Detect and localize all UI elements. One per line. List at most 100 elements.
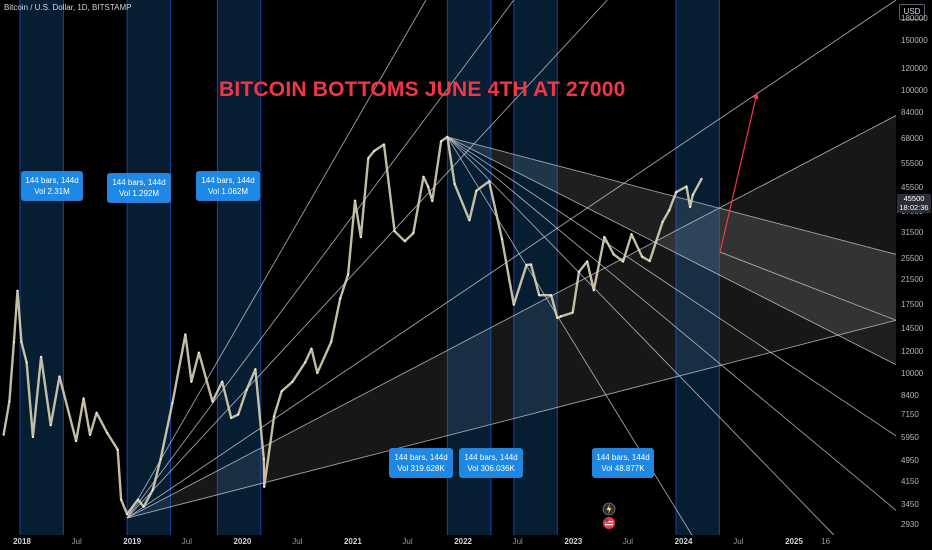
- price-point: [661, 220, 664, 223]
- price-tick-label: 68000: [901, 133, 924, 143]
- forecast-arrow-head: [752, 92, 759, 100]
- price-point: [171, 402, 174, 405]
- time-tick-label: 2025: [785, 537, 803, 546]
- price-point: [339, 297, 342, 300]
- time-tick-label: Jul: [402, 537, 413, 546]
- price-point: [291, 380, 294, 383]
- price-point: [82, 397, 85, 400]
- flag-stripe: [605, 521, 613, 523]
- time-tick-label: Jul: [292, 537, 303, 546]
- price-tick-label: 5950: [901, 432, 919, 442]
- price-point: [12, 340, 15, 343]
- price-point: [58, 375, 61, 378]
- price-point: [16, 289, 19, 292]
- currency-button[interactable]: USD: [899, 4, 925, 20]
- time-axis[interactable]: [0, 535, 896, 550]
- date-range-shade: [513, 0, 558, 535]
- price-point: [316, 371, 319, 374]
- date-range-shade: [217, 0, 261, 535]
- headline-annotation: BITCOIN BOTTOMS JUNE 4TH AT 27000: [219, 78, 626, 101]
- price-point: [475, 189, 478, 192]
- price-point: [453, 182, 456, 185]
- price-point: [431, 200, 434, 202]
- price-point: [280, 390, 283, 393]
- price-point: [586, 260, 589, 263]
- date-range-box[interactable]: 144 bars, 144d Vol 48.877K: [593, 449, 653, 477]
- trend-line: [126, 0, 427, 519]
- price-point: [184, 333, 187, 336]
- price-tick-label: 4950: [901, 455, 919, 465]
- range-bars-label: 144 bars, 144d: [394, 453, 448, 462]
- price-point: [367, 157, 370, 160]
- date-range-box[interactable]: 144 bars, 144d Vol 1.062M: [197, 172, 259, 200]
- date-range-box[interactable]: 144 bars, 144d Vol 1.292M: [108, 174, 170, 202]
- range-volume-label: Vol 48.877K: [601, 464, 645, 473]
- price-tick-label: 7150: [901, 410, 919, 420]
- price-point: [120, 498, 123, 501]
- price-point: [685, 185, 688, 188]
- date-range-shade: [19, 0, 64, 535]
- price-point: [359, 236, 362, 239]
- price-point: [675, 191, 678, 194]
- bar-countdown: 18:02:36: [899, 202, 929, 212]
- time-tick-label: 2024: [674, 537, 693, 546]
- symbol-title: Bitcoin / U.S. Dollar, 1D, BITSTAMP: [4, 3, 132, 12]
- price-point: [578, 270, 580, 273]
- price-point: [354, 199, 356, 202]
- price-point: [630, 233, 633, 236]
- time-tick-label: 2018: [13, 537, 31, 546]
- date-range-box[interactable]: 144 bars, 144d Vol 2.31M: [22, 172, 82, 200]
- price-axis[interactable]: [896, 0, 932, 550]
- time-tick-label: 2021: [343, 537, 362, 546]
- price-tick-label: 3450: [901, 499, 919, 509]
- price-point: [116, 448, 119, 451]
- trend-line: [126, 115, 897, 519]
- price-point: [612, 253, 615, 256]
- price-point: [373, 149, 376, 152]
- price-point: [25, 361, 28, 364]
- price-point: [142, 505, 145, 508]
- date-range-box[interactable]: 144 bars, 144d Vol 319.628K: [390, 449, 452, 477]
- trend-line: [126, 319, 897, 519]
- price-point: [427, 185, 430, 188]
- price-point: [211, 400, 214, 403]
- time-tick-label: Jul: [181, 537, 192, 546]
- price-tick-label: 4150: [901, 477, 919, 487]
- price-point: [190, 380, 193, 383]
- date-range-shade: [675, 0, 720, 535]
- price-point: [468, 219, 471, 222]
- price-point: [622, 260, 625, 263]
- price-point: [126, 513, 129, 516]
- price-point: [75, 440, 78, 442]
- price-tick-label: 25500: [901, 254, 924, 264]
- price-point: [592, 289, 595, 292]
- price-point: [262, 458, 265, 461]
- flag-canton: [605, 519, 609, 522]
- price-point: [254, 368, 257, 371]
- trend-line: [126, 0, 608, 519]
- price-point: [512, 303, 515, 306]
- last-price-badge: 45500 18:02:36: [897, 194, 931, 213]
- price-tick-label: 21500: [901, 275, 924, 284]
- time-tick-label: 2020: [233, 537, 252, 546]
- price-tick-label: 10000: [901, 369, 924, 379]
- price-point: [89, 433, 91, 436]
- price-point: [159, 458, 162, 461]
- price-point: [2, 433, 5, 436]
- price-point: [273, 415, 276, 418]
- price-point: [403, 240, 406, 243]
- price-point: [310, 347, 313, 350]
- price-tick-label: 55500: [901, 158, 924, 168]
- price-point: [31, 435, 34, 438]
- price-point: [383, 143, 385, 146]
- price-point: [245, 388, 248, 391]
- forecast-arrow: [719, 92, 758, 253]
- range-bars-label: 144 bars, 144d: [596, 453, 650, 462]
- price-tick-label: 180000: [901, 13, 928, 23]
- price-point: [304, 361, 307, 364]
- date-range-box[interactable]: 144 bars, 144d Vol 306.036K: [460, 449, 522, 477]
- trend-line: [447, 136, 835, 536]
- range-volume-label: Vol 306.036K: [467, 464, 515, 473]
- range-bars-label: 144 bars, 144d: [25, 176, 79, 185]
